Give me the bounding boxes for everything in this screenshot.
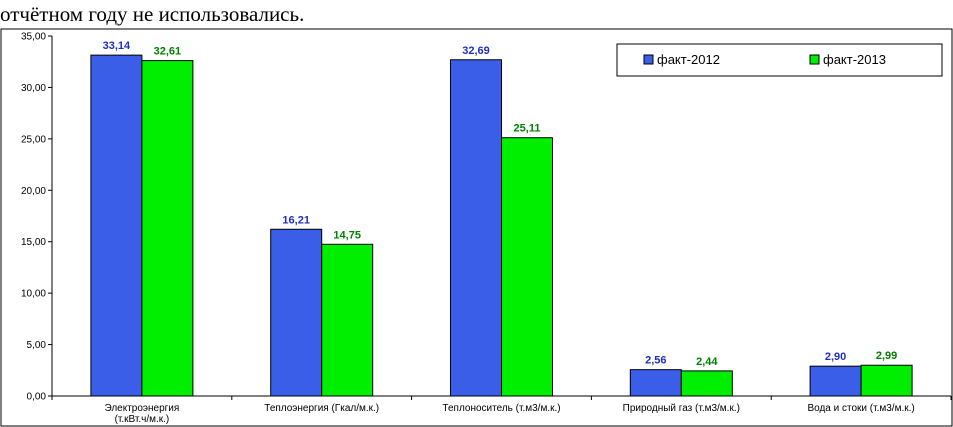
y-tick-label: 0,00 [27, 392, 47, 403]
legend-box [616, 43, 943, 77]
bar [629, 369, 682, 397]
y-tick-label: 20,00 [21, 186, 46, 197]
bar [860, 364, 913, 397]
y-tick-label: 35,00 [21, 32, 46, 43]
bar [450, 59, 502, 397]
legend-label: факт-2013 [823, 52, 886, 67]
x-tick-label: Электроэнергия (т.кВт.ч/м.к.) [104, 403, 179, 425]
data-label: 14,75 [333, 229, 361, 241]
data-label: 16,21 [282, 214, 310, 226]
bar [90, 54, 143, 397]
x-tick-label-line: Теплоноситель (т.м3/м.к.) [442, 403, 560, 414]
data-label: 2,44 [696, 356, 718, 368]
bar-chart: 0,00 5,00 10,00 15,00 20,00 25,00 30,00 35,00 Эл… [0, 28, 953, 427]
data-label: 25,11 [514, 123, 541, 135]
y-tick-label: 15,00 [21, 237, 46, 248]
data-label: 2,90 [825, 351, 846, 363]
bar [501, 137, 553, 397]
page-heading: отчётном году не использовались. [0, 2, 305, 26]
y-tick-label: 30,00 [21, 83, 46, 94]
bar [809, 365, 862, 397]
data-labels: 33,14 16,21 32,69 2,56 2,90 32,61 14,75 25,11 2,… [103, 40, 898, 368]
data-label: 2,99 [876, 350, 897, 362]
x-tick-label: Вода и стоки (т.м3/м.к.) [807, 403, 914, 414]
x-tick-label-line: Электроэнергия [104, 403, 179, 414]
x-tick-label-line: (т.кВт.ч/м.к.) [115, 414, 170, 425]
data-label: 2,56 [645, 355, 666, 367]
data-label: 32,69 [462, 45, 490, 57]
y-tick-label: 5,00 [27, 340, 47, 351]
bar [321, 243, 374, 397]
legend-swatch [643, 54, 654, 65]
legend-label: факт-2012 [657, 52, 720, 67]
bar [270, 228, 323, 397]
data-label: 33,14 [103, 40, 131, 52]
bar [680, 370, 733, 397]
x-tick-label: Теплоэнергия (Гкал/м.к.) [264, 403, 379, 414]
axes: 0,00 5,00 10,00 15,00 20,00 25,00 30,00 35,00 Эл… [0, 28, 953, 427]
y-tick-label: 25,00 [21, 134, 46, 145]
bar [141, 60, 194, 397]
x-tick-label: Природный газ (т.м3/м.к.) [623, 403, 740, 414]
legend: факт-2012 факт-2013 [616, 43, 943, 77]
bars [90, 54, 913, 397]
x-tick-label-line: Природный газ (т.м3/м.к.) [623, 403, 740, 414]
x-tick-label-line: Теплоэнергия (Гкал/м.к.) [264, 403, 379, 414]
x-tick-label: Теплоноситель (т.м3/м.к.) [442, 403, 560, 414]
data-label: 32,61 [154, 46, 182, 58]
x-tick-label-line: Вода и стоки (т.м3/м.к.) [807, 403, 914, 414]
y-tick-label: 10,00 [21, 289, 46, 300]
chart-border [0, 28, 953, 427]
legend-swatch [809, 54, 820, 65]
